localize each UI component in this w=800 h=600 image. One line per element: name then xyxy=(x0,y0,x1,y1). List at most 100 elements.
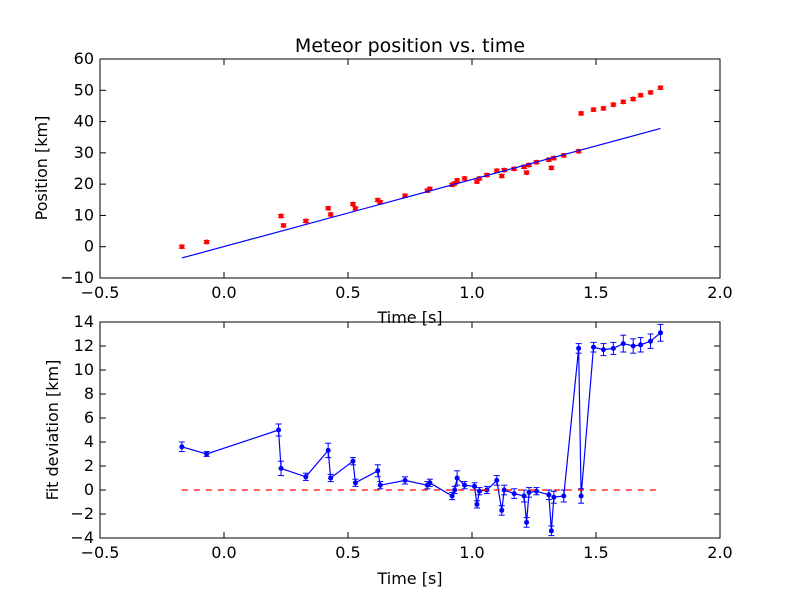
data-point xyxy=(511,491,517,497)
data-point xyxy=(610,102,616,108)
data-point xyxy=(576,345,582,351)
position-y-tick-label: 60 xyxy=(74,49,94,68)
data-point xyxy=(524,170,530,176)
data-point xyxy=(638,342,644,348)
data-point xyxy=(350,201,356,207)
deviation-y-tick-label: 4 xyxy=(84,432,94,451)
data-point xyxy=(278,213,284,219)
data-point xyxy=(630,343,636,349)
deviation-x-tick-label: 1.0 xyxy=(459,543,484,562)
position-y-axis-label: Position [km] xyxy=(32,116,51,221)
position-axes-frame xyxy=(99,58,721,279)
data-point xyxy=(501,487,507,493)
data-point xyxy=(476,488,482,494)
data-point xyxy=(657,85,663,91)
data-point xyxy=(551,494,557,500)
deviation-axes-frame xyxy=(99,321,721,539)
position-y-tick-label: 40 xyxy=(74,112,94,131)
deviation-y-tick-label: 8 xyxy=(84,384,94,403)
data-point xyxy=(281,222,287,228)
deviation-x-tick-label: 1.5 xyxy=(583,543,608,562)
position-x-tick-label: 0.0 xyxy=(211,283,236,302)
data-point xyxy=(328,475,334,481)
data-point xyxy=(526,489,532,495)
data-point xyxy=(600,347,606,353)
data-point xyxy=(427,480,433,486)
position-x-tick-label: −0.5 xyxy=(81,283,120,302)
data-point xyxy=(462,482,468,488)
position-y-tick-label: 10 xyxy=(74,205,94,224)
data-point xyxy=(454,177,460,183)
data-point xyxy=(352,206,358,212)
position-x-tick-label: 1.5 xyxy=(583,283,608,302)
data-point xyxy=(578,110,584,116)
data-point xyxy=(350,458,356,464)
data-point xyxy=(524,519,530,525)
deviation-y-tick-label: 2 xyxy=(84,456,94,475)
deviation-plot-area xyxy=(178,323,664,537)
deviation-x-axis-label: Time [s] xyxy=(376,569,442,588)
position-y-tick-label: 50 xyxy=(74,80,94,99)
data-point xyxy=(328,211,334,217)
deviation-x-tick-label: 0.5 xyxy=(335,543,360,562)
deviation-ticks: −0.5 0.0 0.5 1.0 1.5 2.0 −4 −2 0 2 4 6 8 10 12 14 xyxy=(70,312,732,562)
data-point xyxy=(499,507,505,513)
data-point xyxy=(276,427,282,433)
position-x-tick-label: 2.0 xyxy=(707,283,732,302)
data-point xyxy=(462,176,468,182)
data-point xyxy=(561,493,567,499)
data-point xyxy=(375,468,381,474)
chart-title: Meteor position vs. time xyxy=(295,35,525,57)
data-point xyxy=(352,480,358,486)
data-point xyxy=(474,501,480,507)
position-x-tick-label: 0.5 xyxy=(335,283,360,302)
position-plot-area xyxy=(178,85,664,259)
data-point xyxy=(548,528,554,534)
fit-line xyxy=(181,127,661,259)
data-point xyxy=(449,493,455,499)
deviation-y-tick-label: −4 xyxy=(70,528,94,547)
position-y-tick-label: 20 xyxy=(74,174,94,193)
data-point xyxy=(591,107,597,113)
deviation-y-tick-label: −2 xyxy=(70,504,94,523)
data-point xyxy=(546,492,552,498)
position-ticks: −0.5 0.0 0.5 1.0 1.5 2.0 −10 0 10 20 30 40 50 60 xyxy=(60,49,732,302)
data-point xyxy=(620,341,626,347)
data-point xyxy=(494,477,500,483)
deviation-y-tick-label: 10 xyxy=(74,360,94,379)
data-point xyxy=(657,330,663,336)
data-point xyxy=(630,96,636,102)
data-point xyxy=(179,444,185,450)
deviation-x-tick-label: 0.0 xyxy=(211,543,236,562)
position-y-tick-label: 30 xyxy=(74,143,94,162)
data-point xyxy=(325,205,331,211)
data-point xyxy=(610,345,616,351)
data-point xyxy=(452,487,458,493)
data-point xyxy=(521,493,527,499)
deviation-y-tick-label: 6 xyxy=(84,408,94,427)
data-point xyxy=(278,465,284,471)
deviation-y-tick-label: 14 xyxy=(74,312,94,331)
deviation-y-tick-label: 12 xyxy=(74,336,94,355)
position-x-tick-label: 1.0 xyxy=(459,283,484,302)
data-point xyxy=(600,105,606,111)
data-point xyxy=(620,99,626,105)
data-point xyxy=(578,493,584,499)
deviation-x-tick-label: 2.0 xyxy=(707,543,732,562)
data-point xyxy=(591,344,597,350)
data-point xyxy=(454,475,460,481)
data-point xyxy=(204,451,210,457)
data-point xyxy=(377,482,383,488)
deviation-y-axis-label: Fit deviation [km] xyxy=(43,360,62,501)
data-point xyxy=(303,218,309,224)
position-x-axis-label: Time [s] xyxy=(376,308,442,327)
position-y-tick-label: −10 xyxy=(60,268,94,287)
data-point xyxy=(648,89,654,95)
deviation-y-tick-label: 0 xyxy=(84,480,94,499)
data-point xyxy=(548,165,554,171)
data-point xyxy=(179,244,185,250)
data-point xyxy=(325,447,331,453)
position-y-tick-label: 0 xyxy=(84,237,94,256)
deviation-x-tick-label: −0.5 xyxy=(81,543,120,562)
